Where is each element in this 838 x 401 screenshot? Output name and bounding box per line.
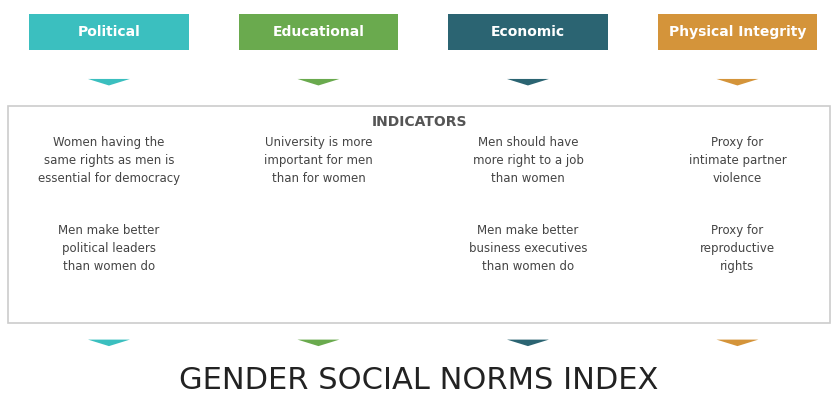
Text: Proxy for
intimate partner
violence: Proxy for intimate partner violence [689, 136, 786, 185]
Text: Economic: Economic [491, 25, 565, 39]
Text: Men make better
political leaders
than women do: Men make better political leaders than w… [59, 224, 159, 273]
FancyBboxPatch shape [239, 14, 398, 50]
FancyBboxPatch shape [658, 14, 817, 50]
FancyBboxPatch shape [29, 14, 189, 50]
Text: Men make better
business executives
than women do: Men make better business executives than… [468, 224, 587, 273]
Polygon shape [297, 340, 339, 346]
Text: Educational: Educational [272, 25, 365, 39]
FancyBboxPatch shape [8, 106, 830, 323]
Text: Physical Integrity: Physical Integrity [669, 25, 806, 39]
Polygon shape [88, 340, 130, 346]
Text: Men should have
more right to a job
than women: Men should have more right to a job than… [473, 136, 583, 185]
Polygon shape [507, 79, 549, 85]
Polygon shape [716, 79, 758, 85]
Text: Political: Political [78, 25, 140, 39]
Polygon shape [716, 340, 758, 346]
Polygon shape [507, 340, 549, 346]
FancyBboxPatch shape [448, 14, 608, 50]
Text: GENDER SOCIAL NORMS INDEX: GENDER SOCIAL NORMS INDEX [179, 367, 659, 395]
Text: Women having the
same rights as men is
essential for democracy: Women having the same rights as men is e… [38, 136, 180, 185]
Text: INDICATORS: INDICATORS [371, 115, 467, 129]
Text: University is more
important for men
than for women: University is more important for men tha… [264, 136, 373, 185]
Text: Proxy for
reproductive
rights: Proxy for reproductive rights [700, 224, 775, 273]
Polygon shape [88, 79, 130, 85]
Polygon shape [297, 79, 339, 85]
